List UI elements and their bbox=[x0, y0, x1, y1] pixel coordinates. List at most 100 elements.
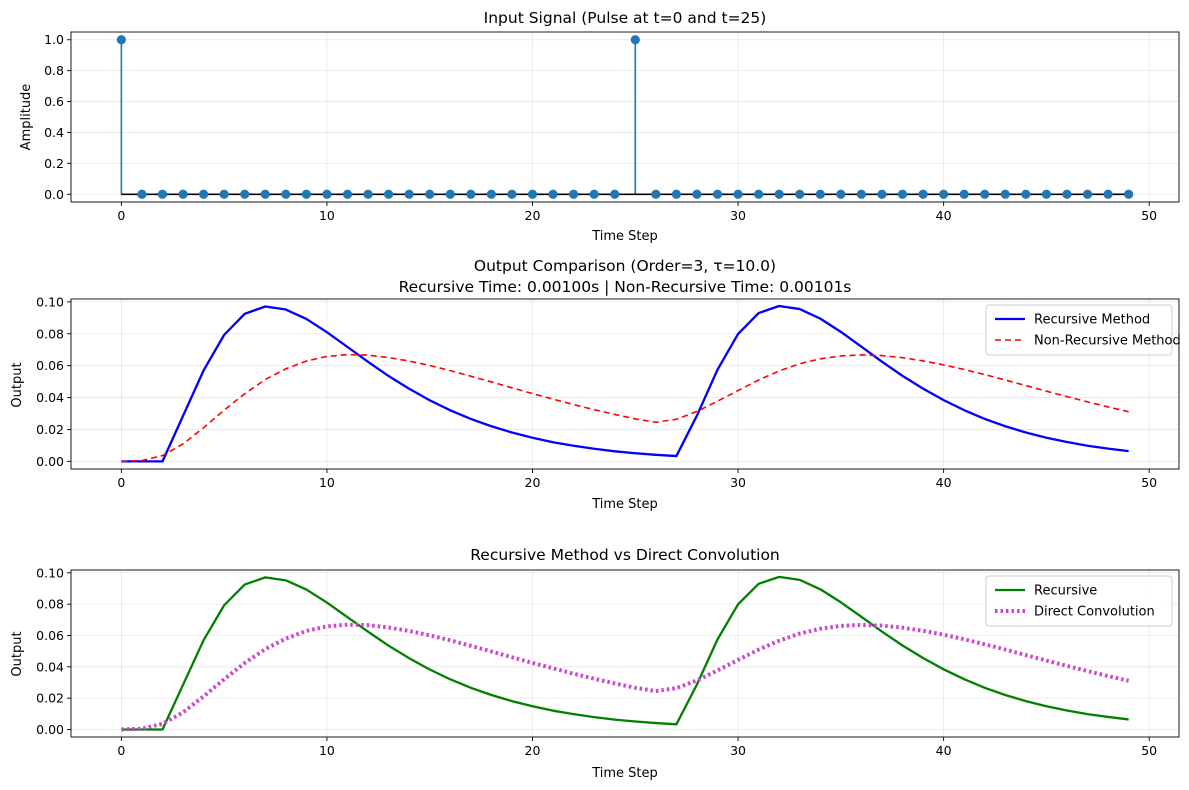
output-comparison-legend: Recursive Method Non-Recursive Method bbox=[985, 304, 1181, 356]
input-signal-stem-marker bbox=[754, 189, 764, 199]
input-signal-xtick-label: 50 bbox=[1141, 208, 1157, 223]
input-signal-stem-marker bbox=[527, 189, 538, 199]
recursive-vs-direct-ytick-label: 0.10 bbox=[36, 565, 64, 580]
input-signal-stem-marker bbox=[918, 189, 928, 199]
input-signal-stem-marker bbox=[157, 189, 168, 199]
input-signal-stem-marker bbox=[445, 189, 455, 199]
input-signal-stem-marker bbox=[240, 189, 250, 199]
recursive-vs-direct-xtick-label: 20 bbox=[525, 743, 541, 758]
output-comparison-ytick-label: 0.02 bbox=[36, 422, 64, 437]
input-signal-stem-marker bbox=[1021, 189, 1031, 199]
recursive-vs-direct-title: Recursive Method vs Direct Convolution bbox=[470, 546, 780, 564]
input-signal-stem-marker bbox=[342, 189, 353, 199]
input-signal-stem-marker bbox=[507, 189, 517, 199]
recursive-vs-direct-xtick-label: 0 bbox=[117, 743, 125, 758]
input-signal-ytick-label: 0.0 bbox=[44, 187, 64, 202]
input-signal-stem-marker bbox=[610, 189, 620, 199]
output-comparison-axes-frame bbox=[70, 298, 1180, 470]
output-comparison-xtick-label: 40 bbox=[936, 475, 952, 490]
input-signal-stem-marker bbox=[425, 189, 435, 199]
recursive-vs-direct-legend-frame bbox=[985, 575, 1173, 627]
input-signal-axes-frame bbox=[70, 31, 1180, 203]
input-signal-stem-marker bbox=[198, 189, 209, 199]
recursive-vs-direct-legend-label-1: Recursive bbox=[1034, 584, 1097, 599]
input-signal-xtick-label: 30 bbox=[730, 208, 746, 223]
input-signal-stem-marker bbox=[178, 189, 188, 199]
input-signal-stem-marker bbox=[383, 189, 394, 199]
input-signal-ylabel: Amplitude bbox=[19, 84, 34, 151]
recursive-vs-direct-ytick-label: 0.02 bbox=[36, 691, 64, 706]
recursive-vs-direct-ytick-label: 0.06 bbox=[36, 628, 64, 643]
input-signal-stem-marker bbox=[363, 189, 373, 199]
input-signal-stem-marker bbox=[301, 189, 311, 199]
input-signal-stem-marker bbox=[630, 35, 640, 45]
recursive-vs-direct-legend: Recursive Direct Convolution bbox=[985, 575, 1173, 627]
recursive-vs-direct-series-line-1 bbox=[121, 575, 1129, 731]
input-signal-stem-marker bbox=[980, 189, 990, 199]
input-signal-stem-marker bbox=[733, 189, 743, 199]
recursive-vs-direct-xtick-label: 30 bbox=[730, 743, 746, 758]
input-signal-stem-marker bbox=[712, 189, 723, 199]
input-signal-stem-marker bbox=[1103, 189, 1113, 199]
recursive-vs-direct-ytick-label: 0.00 bbox=[36, 722, 64, 737]
input-signal-stem-marker bbox=[671, 189, 681, 199]
recursive-vs-direct-panel: Recursive Method vs Direct Convolution T… bbox=[10, 546, 1180, 781]
input-signal-stem-marker bbox=[548, 189, 558, 199]
input-signal-title: Input Signal (Pulse at t=0 and t=25) bbox=[484, 9, 767, 27]
output-comparison-subtitle: Recursive Time: 0.00100s | Non-Recursive… bbox=[399, 278, 852, 296]
recursive-vs-direct-xlabel: Time Step bbox=[591, 766, 658, 781]
input-signal-grid bbox=[71, 32, 1179, 202]
output-comparison-xlabel: Time Step bbox=[591, 497, 658, 512]
input-signal-xtick-label: 10 bbox=[319, 208, 335, 223]
input-signal-stem-marker bbox=[466, 189, 476, 199]
input-signal-stem-marker bbox=[1000, 189, 1010, 199]
output-comparison-ytick-label: 0.10 bbox=[36, 294, 64, 309]
output-comparison-panel: Output Comparison (Order=3, τ=10.0) Recu… bbox=[10, 257, 1181, 512]
input-signal-stem-marker bbox=[1082, 189, 1093, 199]
output-comparison-xtick-label: 0 bbox=[117, 475, 125, 490]
input-signal-stem-marker bbox=[939, 189, 949, 199]
input-signal-stem-marker bbox=[1062, 189, 1072, 199]
input-signal-xlabel: Time Step bbox=[591, 229, 658, 244]
input-signal-stem-marker bbox=[116, 35, 126, 45]
input-signal-ytick-label: 1.0 bbox=[44, 32, 64, 47]
input-signal-xtick-label: 0 bbox=[117, 208, 125, 223]
output-comparison-xtick-label: 10 bbox=[319, 475, 335, 490]
input-signal-stem-marker bbox=[260, 189, 270, 199]
input-signal-ytick-label: 0.8 bbox=[44, 63, 64, 78]
output-comparison-ytick-label: 0.08 bbox=[36, 326, 64, 341]
output-comparison-xtick-label: 20 bbox=[525, 475, 541, 490]
output-comparison-ytick-label: 0.00 bbox=[36, 454, 64, 469]
input-signal-stem-marker bbox=[774, 189, 784, 199]
input-signal-stem-marker bbox=[486, 189, 496, 199]
recursive-vs-direct-ytick-label: 0.04 bbox=[36, 659, 64, 674]
input-signal-panel: Input Signal (Pulse at t=0 and t=25) Tim… bbox=[19, 9, 1180, 244]
output-comparison-ylabel: Output bbox=[10, 362, 25, 407]
output-comparison-legend-label-1: Recursive Method bbox=[1034, 313, 1150, 328]
input-signal-stem-marker bbox=[219, 189, 229, 199]
input-signal-ytick-label: 0.2 bbox=[44, 156, 64, 171]
input-signal-ytick-label: 0.4 bbox=[44, 125, 64, 140]
recursive-vs-direct-xtick-label: 10 bbox=[319, 743, 335, 758]
output-comparison-legend-frame bbox=[985, 304, 1173, 356]
input-signal-stem-marker bbox=[815, 189, 825, 199]
input-signal-stem-marker bbox=[877, 189, 887, 199]
input-signal-stem-marker bbox=[651, 189, 661, 199]
input-signal-xtick-label: 20 bbox=[525, 208, 541, 223]
output-comparison-ytick-label: 0.04 bbox=[36, 390, 64, 405]
input-signal-stem-marker bbox=[569, 189, 579, 199]
output-comparison-ytick-label: 0.06 bbox=[36, 358, 64, 373]
output-comparison-legend-label-2: Non-Recursive Method bbox=[1034, 334, 1181, 349]
recursive-vs-direct-xtick-label: 50 bbox=[1141, 743, 1157, 758]
recursive-vs-direct-legend-label-2: Direct Convolution bbox=[1034, 605, 1155, 620]
recursive-vs-direct-series-line-2 bbox=[121, 622, 1130, 732]
input-signal-stem-marker bbox=[795, 189, 805, 199]
input-signal-xtick-label: 40 bbox=[936, 208, 952, 223]
output-comparison-series-line-2 bbox=[121, 353, 1129, 463]
recursive-vs-direct-ytick-label: 0.08 bbox=[36, 597, 64, 612]
input-signal-stem-marker bbox=[856, 189, 867, 199]
input-signal-stem-marker bbox=[281, 189, 291, 199]
output-comparison-xtick-label: 30 bbox=[730, 475, 746, 490]
input-signal-stem-marker bbox=[1041, 189, 1052, 199]
